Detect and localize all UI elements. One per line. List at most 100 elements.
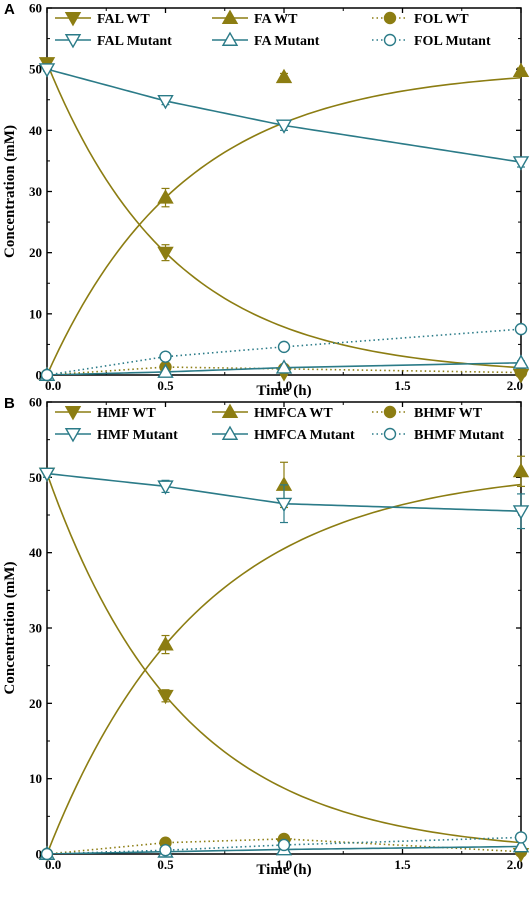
panel-label: A: [4, 1, 15, 18]
data-point: [514, 831, 528, 844]
data-point: [38, 467, 56, 482]
legend-item-bhmf-mutant: BHMF Mutant: [372, 427, 504, 443]
y-tick-label: 10: [29, 771, 42, 786]
legend-label: BHMF Mutant: [414, 428, 504, 443]
data-point: [277, 838, 291, 852]
legend-label: FA Mutant: [254, 34, 320, 49]
data-point: [157, 95, 174, 110]
data-point: [275, 68, 293, 84]
y-tick-label: 50: [29, 62, 42, 77]
legend-label: BHMF WT: [414, 406, 483, 421]
x-tick-label: 2.0: [507, 378, 523, 393]
plot-frame: [46, 7, 522, 376]
data-point: [40, 368, 54, 382]
data-point: [157, 689, 174, 705]
data-point: [512, 156, 530, 171]
data-point: [157, 189, 174, 204]
data-point: [277, 340, 291, 354]
y-tick-label: 30: [29, 621, 42, 636]
series-line-hmfca-wt: [47, 483, 521, 854]
series-fol-mutant: [40, 322, 528, 382]
legend-marker: [383, 427, 397, 441]
data-point: [275, 119, 293, 134]
legend-marker: [64, 12, 82, 27]
legend-item-hmfca-mutant: HMFCA Mutant: [212, 425, 355, 443]
y-tick-label: 20: [29, 696, 42, 711]
y-tick-label: 0: [36, 368, 43, 383]
y-tick-label: 50: [29, 470, 42, 485]
legend-item-hmf-mutant: HMF Mutant: [55, 428, 178, 443]
legend-marker: [64, 34, 82, 49]
legend-marker: [383, 11, 397, 25]
x-tick-label: 1.0: [276, 378, 292, 393]
data-point: [157, 246, 174, 262]
x-tick-label: 2.0: [507, 857, 523, 872]
legend-label: FOL Mutant: [414, 34, 491, 49]
x-tick-label: 0.5: [157, 378, 174, 393]
legend-item-fa-wt: FA WT: [212, 9, 298, 27]
data-point: [514, 322, 528, 336]
panel-a: A 0.0 0.5 1.0 1.5 2.0 0 10 20 30 40 50 60 Time (h) Con…: [2, 1, 530, 399]
legend-label: FAL Mutant: [97, 34, 172, 49]
data-point: [157, 636, 174, 651]
x-tick-label: 1.0: [276, 857, 292, 872]
data-point: [159, 844, 172, 857]
legend-marker: [221, 31, 239, 46]
series-fal-mutant: [38, 63, 530, 171]
series-line-fal-wt: [47, 62, 521, 369]
legend-label: HMF Mutant: [97, 428, 178, 443]
y-tick-label: 60: [29, 395, 42, 410]
y-tick-label: 60: [29, 1, 42, 16]
legend-label: HMFCA Mutant: [254, 428, 355, 443]
data-point: [275, 497, 293, 513]
legend-item-hmfca-wt: HMFCA WT: [212, 403, 333, 421]
data-point: [38, 63, 56, 78]
y-axis: 0 10 20 30 40 50 60: [29, 1, 521, 383]
legend-label: HMF WT: [97, 406, 156, 421]
data-point: [159, 350, 172, 363]
series-bhmf-mutant: [40, 831, 528, 861]
y-tick-label: 20: [29, 245, 42, 260]
legend-marker: [64, 428, 82, 443]
x-axis-label: Time (h): [256, 862, 311, 878]
x-tick-label: 1.5: [394, 378, 411, 393]
legend-marker: [64, 406, 82, 421]
data-point: [512, 462, 530, 478]
legend-label: FA WT: [254, 12, 298, 27]
legend: FAL WT FA WT FOL WT FAL Mutant FA Mutant FOL …: [55, 9, 491, 49]
legend-label: FAL WT: [97, 12, 150, 27]
data-point: [275, 359, 293, 374]
data-point: [157, 363, 174, 378]
x-tick-label: 0.5: [157, 857, 174, 872]
legend-label: HMFCA WT: [254, 406, 333, 421]
data-point: [512, 505, 530, 520]
series-hmf-mutant: [38, 467, 530, 530]
x-axis-label: Time (h): [256, 383, 311, 399]
legend-item-fol-wt: FOL WT: [372, 11, 469, 27]
y-tick-label: 10: [29, 306, 42, 321]
panel-b: B 0.0 0.5 1.0 1.5 2.0 0 10 20 30 40 50 60 Time (h) Con…: [2, 395, 530, 878]
y-tick-label: 40: [29, 545, 42, 560]
x-tick-label: 0.0: [45, 378, 61, 393]
x-tick-label: 1.5: [394, 857, 411, 872]
legend-marker: [221, 403, 239, 418]
legend-item-hmf-wt: HMF WT: [55, 406, 156, 421]
data-point: [512, 62, 530, 77]
y-tick-label: 30: [29, 184, 42, 199]
x-tick-label: 0.0: [45, 857, 61, 872]
data-point: [40, 847, 54, 861]
y-tick-label: 40: [29, 123, 42, 138]
y-axis: 0 10 20 30 40 50 60: [29, 395, 521, 862]
data-point: [512, 838, 530, 853]
series-line-hmf-wt: [47, 473, 521, 844]
data-point: [512, 354, 530, 369]
legend-marker: [221, 425, 239, 440]
y-tick-label: 0: [36, 847, 43, 862]
legend-item-fal-mutant: FAL Mutant: [55, 34, 172, 49]
legend-marker: [221, 9, 239, 24]
legend-item-fal-wt: FAL WT: [55, 12, 150, 27]
legend: HMF WT HMFCA WT BHMF WT HMF Mutant HMFCA Mut…: [55, 403, 504, 443]
legend-item-fa-mutant: FA Mutant: [212, 31, 320, 49]
legend-item-bhmf-wt: BHMF WT: [372, 405, 483, 421]
